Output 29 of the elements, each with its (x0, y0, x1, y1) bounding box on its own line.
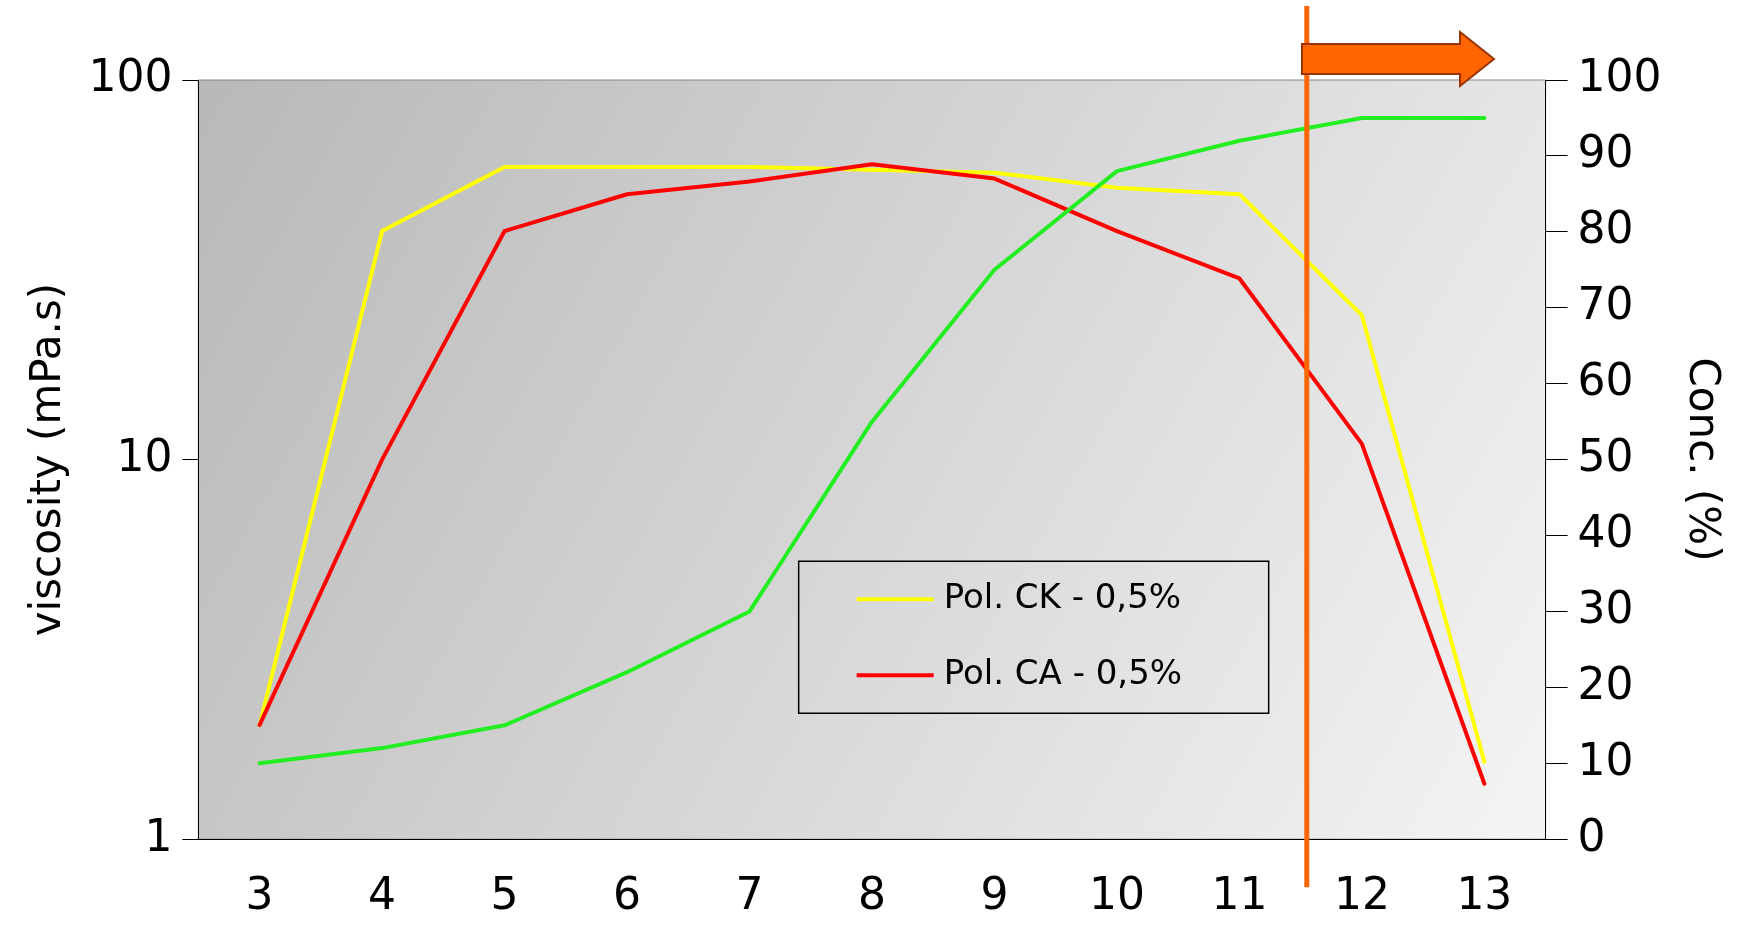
y2-tick-label: 100 (1577, 50, 1662, 102)
x-tick-label: 10 (1088, 868, 1145, 920)
y2-tick-label: 90 (1577, 126, 1634, 178)
x-tick-label: 5 (490, 868, 519, 920)
x-tick-label: 6 (613, 868, 642, 920)
y-tick-label: 1 (144, 809, 173, 861)
y2-tick-label: 20 (1577, 657, 1634, 709)
y2-tick-label: 40 (1577, 505, 1634, 557)
x-tick-label: 3 (245, 868, 274, 920)
y2-tick-label: 30 (1577, 581, 1634, 633)
y-axis-title: viscosity (mPa.s) (21, 282, 71, 637)
legend-label: Pol. CK - 0,5% (943, 576, 1182, 617)
x-tick-label: 9 (980, 868, 1009, 920)
y2-tick-label: 80 (1577, 202, 1634, 254)
x-tick-label: 8 (858, 868, 886, 920)
x-tick-label: 7 (735, 868, 764, 920)
y-tick-label: 10 (116, 430, 173, 482)
x-tick-label: 4 (368, 868, 397, 920)
x-tick-label: 12 (1333, 868, 1390, 920)
y2-tick-label: 0 (1577, 809, 1606, 861)
y2-tick-label: 50 (1577, 430, 1634, 482)
legend-label: Pol. CA - 0,5% (943, 652, 1183, 693)
y2-tick-label: 60 (1577, 354, 1634, 406)
y-tick-label: 100 (88, 50, 173, 102)
x-tick-label: 11 (1211, 868, 1268, 920)
y2-axis-title: Conc. (%) (1679, 357, 1729, 562)
y2-tick-label: 70 (1577, 278, 1634, 330)
y2-tick-label: 10 (1577, 733, 1634, 785)
x-tick-label: 13 (1456, 868, 1513, 920)
